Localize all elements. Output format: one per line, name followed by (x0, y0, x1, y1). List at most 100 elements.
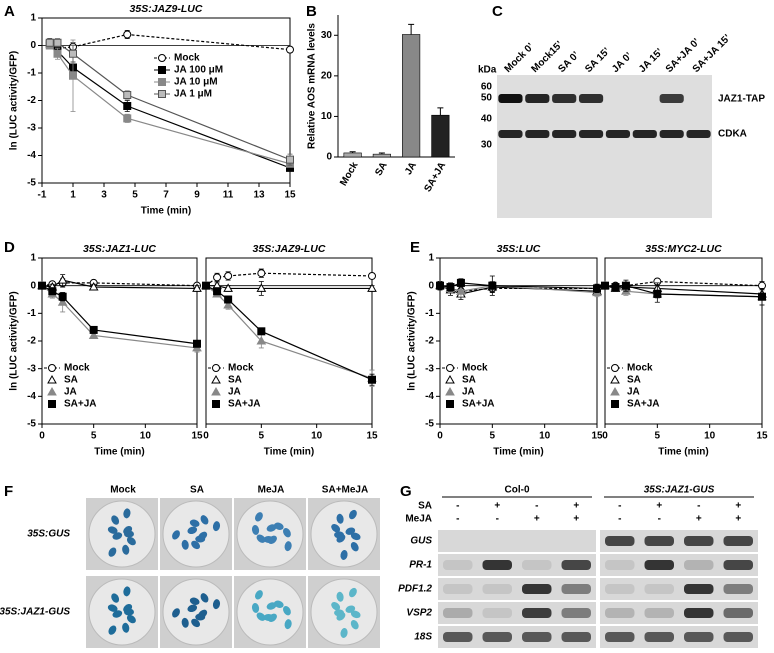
x-axis-label: Time (min) (94, 447, 144, 458)
y-tick-label: 1 (30, 253, 36, 264)
x-tick-label: 5 (259, 431, 265, 442)
y-axis-label: ln (LUC activity/GFP) (407, 291, 418, 390)
marker (223, 283, 233, 292)
band (522, 608, 552, 618)
band (659, 94, 684, 103)
leaf (266, 602, 277, 610)
leaf (336, 534, 346, 543)
band (605, 536, 635, 546)
x-tick-label: JA (403, 160, 419, 177)
band (684, 584, 714, 594)
x-tick-label: 0 (437, 431, 443, 442)
kda-marker: 50 (481, 93, 493, 104)
lane-label: JA 15’ (637, 46, 666, 75)
legend-label: JA 1 μM (174, 89, 212, 100)
treatment-sign: - (535, 501, 538, 512)
leaf (284, 619, 292, 630)
x-tick-label: 9 (194, 190, 200, 201)
leaf (340, 628, 348, 638)
leaf (123, 508, 131, 519)
leaf (123, 526, 133, 535)
gene-label: PDF1.2 (398, 584, 432, 595)
marker (445, 386, 455, 396)
x-tick-label: 10 (539, 431, 551, 442)
y-tick-label: -4 (27, 150, 36, 161)
leaf (191, 618, 201, 628)
band (605, 608, 635, 618)
band (522, 584, 552, 594)
leaf (200, 593, 209, 603)
leaf (349, 509, 357, 520)
x-tick-label: 15 (591, 431, 603, 442)
x-axis-label: Time (min) (658, 447, 708, 458)
band (684, 632, 714, 642)
dish (310, 500, 378, 568)
x-tick-label: 3 (101, 190, 107, 201)
band (482, 560, 512, 570)
marker (48, 364, 56, 372)
band (578, 130, 604, 138)
marker (610, 374, 620, 384)
band (561, 632, 591, 642)
band (561, 560, 591, 570)
marker (53, 38, 62, 47)
treatment-sign: + (573, 501, 579, 512)
series-line (49, 42, 291, 161)
band (522, 632, 552, 642)
band (684, 536, 714, 546)
marker (223, 300, 233, 309)
legend-label: SA (64, 375, 78, 386)
series-line (49, 33, 291, 51)
x-tick-label: SA (373, 160, 389, 178)
x-tick-label: 15 (191, 431, 203, 442)
marker (256, 335, 267, 345)
legend-label: SA+JA (64, 399, 97, 410)
blot (600, 530, 758, 552)
marker (158, 66, 166, 74)
series-line (206, 285, 372, 290)
marker (212, 400, 220, 408)
band (482, 632, 512, 642)
leaf (181, 617, 189, 628)
blot (600, 578, 758, 600)
kda-marker: 40 (481, 114, 493, 125)
leaf (181, 539, 189, 550)
leaf (331, 523, 341, 533)
y-tick-label: 0 (30, 280, 36, 291)
band (552, 130, 577, 138)
x-tick-label: -1 (38, 190, 47, 201)
band (723, 536, 753, 546)
leaf (111, 593, 120, 603)
x-tick-label: 15 (366, 431, 378, 442)
x-tick-label: 5 (91, 431, 97, 442)
gene-label: GUS (410, 536, 432, 547)
band (498, 130, 523, 138)
marker (47, 374, 57, 384)
marker (57, 297, 68, 306)
marker (610, 386, 620, 396)
band (552, 94, 577, 103)
band-label: JAZ1-TAP (718, 94, 765, 105)
marker (88, 330, 99, 339)
marker (45, 38, 54, 47)
leaf (198, 609, 208, 619)
error-bar (437, 107, 444, 116)
marker (47, 386, 57, 396)
y-tick-label: 10 (321, 111, 333, 122)
band (686, 130, 711, 138)
row-label: 35S:GUS (27, 529, 70, 540)
panel-label: F (4, 483, 13, 500)
leaf (122, 622, 130, 633)
x-tick-label: 5 (132, 190, 138, 201)
marker (57, 275, 68, 284)
marker (192, 283, 202, 292)
marker (211, 374, 221, 384)
marker (48, 400, 56, 408)
y-tick-label: 20 (321, 70, 333, 81)
marker (368, 375, 376, 384)
leaf (336, 513, 344, 524)
marker (53, 49, 62, 58)
treatment-sign: + (696, 514, 702, 525)
leaf (123, 586, 131, 597)
